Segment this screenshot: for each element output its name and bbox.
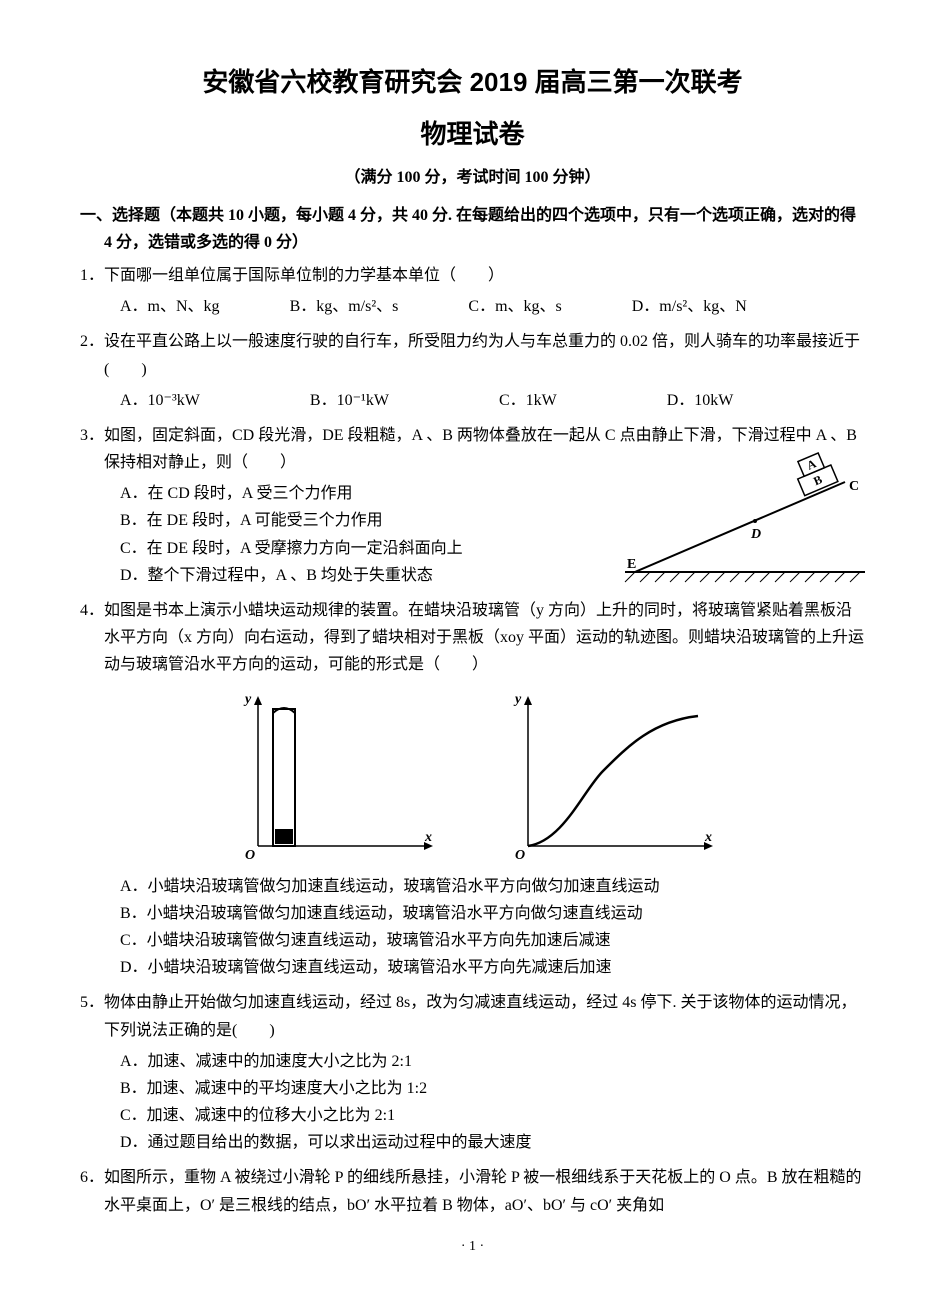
q4-tube-diagram: y x O — [223, 691, 443, 861]
q2-text: 2．设在平直公路上以一般速度行驶的自行车，所受阻力约为人与车总重力的 0.02 … — [80, 328, 865, 382]
q4-axis-y1: y — [243, 692, 252, 707]
question-3: 3．如图，固定斜面，CD 段光滑，DE 段粗糙，A 、B 两物体叠放在一起从 C… — [80, 422, 865, 589]
question-6: 6．如图所示，重物 A 被绕过小滑轮 P 的细线所悬挂，小滑轮 P 被一根细线系… — [80, 1164, 865, 1218]
q5-options: A．加速、减速中的加速度大小之比为 2:1 B．加速、减速中的平均速度大小之比为… — [80, 1048, 865, 1157]
q2-opt-d: D．10kW — [667, 387, 734, 414]
q5-opt-c: C．加速、减速中的位移大小之比为 2:1 — [120, 1102, 865, 1129]
q4-opt-c: C．小蜡块沿玻璃管做匀速直线运动，玻璃管沿水平方向先加速后减速 — [120, 927, 865, 954]
q3-label-c: C — [849, 479, 859, 494]
q4-axis-o2: O — [515, 848, 525, 861]
q4-axis-o1: O — [245, 848, 255, 861]
page-number: · 1 · — [80, 1235, 865, 1259]
q4-opt-d: D．小蜡块沿玻璃管做匀速直线运动，玻璃管沿水平方向先减速后加速 — [120, 954, 865, 981]
q4-options: A．小蜡块沿玻璃管做匀加速直线运动，玻璃管沿水平方向做匀加速直线运动 B．小蜡块… — [80, 873, 865, 982]
q5-opt-d: D．通过题目给出的数据，可以求出运动过程中的最大速度 — [120, 1129, 865, 1156]
q2-options: A．10⁻³kW B．10⁻¹kW C．1kW D．10kW — [80, 387, 865, 414]
q4-text: 4．如图是书本上演示小蜡块运动规律的装置。在蜡块沿玻璃管（y 方向）上升的同时，… — [80, 597, 865, 679]
q5-text: 5．物体由静止开始做匀加速直线运动，经过 8s，改为匀减速直线运动，经过 4s … — [80, 989, 865, 1043]
q3-label-d: D — [750, 527, 761, 542]
title-main: 安徽省六校教育研究会 2019 届高三第一次联考 — [80, 60, 865, 104]
q5-opt-a: A．加速、减速中的加速度大小之比为 2:1 — [120, 1048, 865, 1075]
question-1: 1．下面哪一组单位属于国际单位制的力学基本单位（ ） A．m、N、kg B．kg… — [80, 262, 865, 320]
q2-opt-c: C．1kW — [499, 387, 557, 414]
q1-options: A．m、N、kg B．kg、m/s²、s C．m、kg、s D．m/s²、kg、… — [80, 293, 865, 320]
q3-label-e: E — [627, 557, 636, 572]
q1-opt-d: D．m/s²、kg、N — [632, 293, 747, 320]
title-sub: 物理试卷 — [80, 112, 865, 156]
q6-text: 6．如图所示，重物 A 被绕过小滑轮 P 的细线所悬挂，小滑轮 P 被一根细线系… — [80, 1164, 865, 1218]
exam-info: （满分 100 分，考试时间 100 分钟） — [80, 164, 865, 191]
q1-opt-a: A．m、N、kg — [120, 293, 220, 320]
q2-opt-a: A．10⁻³kW — [120, 387, 200, 414]
q5-opt-b: B．加速、减速中的平均速度大小之比为 1:2 — [120, 1075, 865, 1102]
q4-curve-diagram: y x O — [503, 691, 723, 861]
q1-opt-b: B．kg、m/s²、s — [290, 293, 399, 320]
section1-head: 一、选择题（本题共 10 小题，每小题 4 分，共 40 分. 在每题给出的四个… — [80, 202, 865, 256]
q4-axis-x2: x — [704, 830, 712, 845]
q1-text: 1．下面哪一组单位属于国际单位制的力学基本单位（ ） — [80, 262, 865, 289]
q4-diagrams: y x O y x O — [80, 691, 865, 861]
q4-axis-x1: x — [424, 830, 432, 845]
q4-opt-a: A．小蜡块沿玻璃管做匀加速直线运动，玻璃管沿水平方向做匀加速直线运动 — [120, 873, 865, 900]
q3-incline-diagram: E D C B A — [615, 442, 865, 592]
q2-opt-b: B．10⁻¹kW — [310, 387, 389, 414]
q1-opt-c: C．m、kg、s — [468, 293, 561, 320]
question-5: 5．物体由静止开始做匀加速直线运动，经过 8s，改为匀减速直线运动，经过 4s … — [80, 989, 865, 1156]
question-2: 2．设在平直公路上以一般速度行驶的自行车，所受阻力约为人与车总重力的 0.02 … — [80, 328, 865, 414]
q4-axis-y2: y — [513, 692, 522, 707]
q4-opt-b: B．小蜡块沿玻璃管做匀加速直线运动，玻璃管沿水平方向做匀速直线运动 — [120, 900, 865, 927]
question-4: 4．如图是书本上演示小蜡块运动规律的装置。在蜡块沿玻璃管（y 方向）上升的同时，… — [80, 597, 865, 981]
